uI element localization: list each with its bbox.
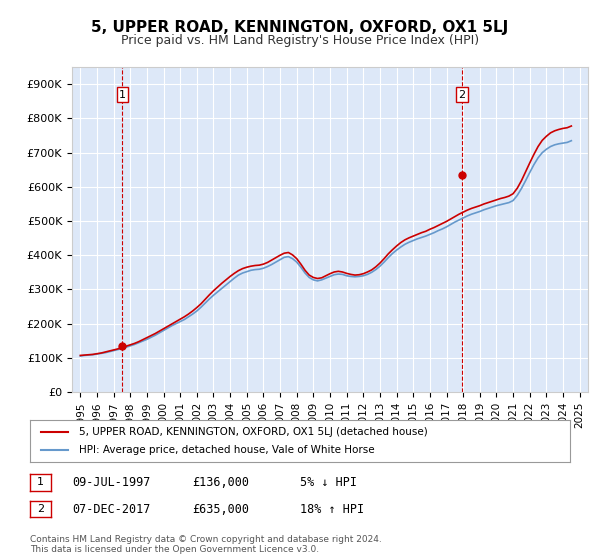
Text: 2: 2: [37, 504, 44, 514]
Text: £635,000: £635,000: [192, 502, 249, 516]
Text: Contains HM Land Registry data © Crown copyright and database right 2024.
This d: Contains HM Land Registry data © Crown c…: [30, 535, 382, 554]
Text: 5, UPPER ROAD, KENNINGTON, OXFORD, OX1 5LJ: 5, UPPER ROAD, KENNINGTON, OXFORD, OX1 5…: [91, 20, 509, 35]
Text: 09-JUL-1997: 09-JUL-1997: [72, 475, 151, 489]
Text: 2: 2: [458, 90, 466, 100]
Text: 5% ↓ HPI: 5% ↓ HPI: [300, 475, 357, 489]
Text: 1: 1: [119, 90, 126, 100]
Text: 07-DEC-2017: 07-DEC-2017: [72, 502, 151, 516]
Text: Price paid vs. HM Land Registry's House Price Index (HPI): Price paid vs. HM Land Registry's House …: [121, 34, 479, 46]
Text: 18% ↑ HPI: 18% ↑ HPI: [300, 502, 364, 516]
Text: £136,000: £136,000: [192, 475, 249, 489]
Text: 5, UPPER ROAD, KENNINGTON, OXFORD, OX1 5LJ (detached house): 5, UPPER ROAD, KENNINGTON, OXFORD, OX1 5…: [79, 427, 427, 437]
Text: HPI: Average price, detached house, Vale of White Horse: HPI: Average price, detached house, Vale…: [79, 445, 374, 455]
Text: 1: 1: [37, 477, 44, 487]
